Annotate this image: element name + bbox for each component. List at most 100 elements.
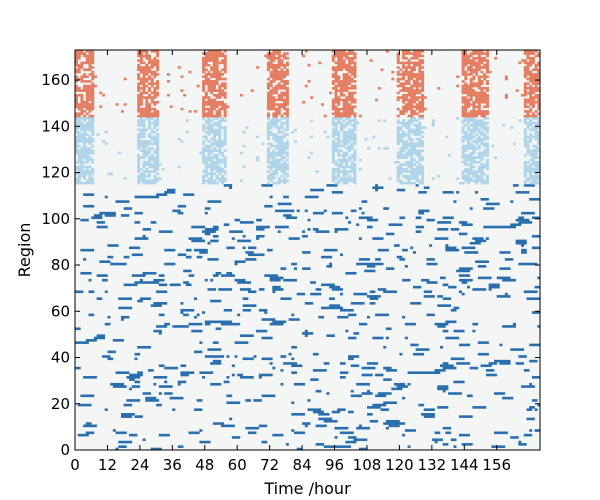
heatmap-cell [266,107,281,111]
heatmap-cell [477,276,492,280]
heatmap-cell [150,137,160,141]
heatmap-cell [399,89,425,92]
heatmap-cell [215,110,222,113]
heatmap-cell [537,98,541,102]
heatmap-cell [477,341,489,344]
heatmap-cell [358,207,362,210]
heatmap-cell [239,93,243,97]
heatmap-cell [518,262,538,266]
heatmap-cell [480,163,489,166]
heatmap-cell [164,262,176,266]
heatmap-cell [458,278,473,282]
heatmap-cell [388,424,400,428]
heatmap-cell [266,61,273,65]
heatmap-cell [180,371,195,374]
heatmap-cell [99,260,111,264]
heatmap-cell [212,133,222,136]
heatmap-cell [210,91,214,95]
heatmap-cell [475,239,487,243]
heatmap-cell [396,177,400,180]
heatmap-cell [456,84,460,88]
heatmap-cell [318,315,325,319]
heatmap-cell [210,68,219,72]
heatmap-cell [183,281,189,284]
heatmap-cell [331,123,338,127]
heatmap-cell [75,126,95,129]
heatmap-cell [304,329,308,333]
heatmap-cell [212,274,219,277]
heatmap-cell [529,158,535,162]
heatmap-cell [212,93,227,97]
heatmap-cell [99,211,116,215]
heatmap-cell [204,322,211,326]
heatmap-cell [137,167,143,171]
heatmap-cell [215,271,222,275]
heatmap-cell [345,68,357,72]
heatmap-cell [361,392,373,395]
heatmap-cell [350,389,354,393]
heatmap-cell [345,147,354,150]
heatmap-cell [456,117,460,120]
heatmap-cell [210,278,214,282]
heatmap-cell [472,174,484,178]
x-tick-label: 24 [130,456,149,474]
heatmap-cell [202,112,214,116]
heatmap-cell [461,63,468,67]
heatmap-cell [145,98,149,102]
heatmap-cell [453,200,457,203]
heatmap-cell [366,406,381,409]
heatmap-cell [248,431,257,435]
heatmap-cell [137,63,141,67]
heatmap-cell [88,110,92,113]
heatmap-cell [204,211,208,215]
heatmap-cell [475,177,484,180]
heatmap-cell [339,371,349,374]
heatmap-cell [234,278,246,282]
heatmap-cell [153,329,162,333]
heatmap-cell [523,52,535,55]
heatmap-cell [202,181,206,185]
heatmap-cell [207,177,214,180]
heatmap-cell [80,248,95,252]
heatmap-cell [158,274,165,277]
heatmap-cell [534,130,541,134]
x-axis-label: Time /hour [263,479,351,498]
heatmap-cell [85,107,95,111]
heatmap-cell [361,211,365,215]
heatmap-cell [291,413,306,416]
heatmap-cell [458,274,471,277]
heatmap-cell [321,283,335,287]
heatmap-cell [350,123,357,127]
heatmap-cell [137,82,146,85]
heatmap-cell [369,419,379,423]
heatmap-cell [142,228,151,231]
heatmap-cell [120,214,130,217]
heatmap-cell [526,177,541,180]
heatmap-cell [75,119,81,122]
heatmap-cell [75,68,81,72]
heatmap-cell [331,117,343,120]
heatmap-cell [404,151,422,155]
heatmap-cell [358,237,362,240]
heatmap-cell [385,327,392,331]
heatmap-cell [75,112,84,116]
heatmap-cell [137,371,143,374]
heatmap-cell [275,140,284,143]
heatmap-cell [515,362,525,365]
heatmap-cell [83,73,87,76]
heatmap-cell [131,385,141,388]
heatmap-cell [212,121,222,125]
heatmap-cell [191,329,203,333]
heatmap-cell [364,269,376,273]
heatmap-cell [302,230,306,233]
heatmap-cell [531,376,541,379]
heatmap-cell [283,100,289,104]
heatmap-cell [485,160,489,164]
heatmap-cell [326,392,330,395]
heatmap-cell [223,165,227,169]
heatmap-cell [323,209,327,213]
heatmap-cell [85,158,95,162]
heatmap-cell [461,91,487,95]
heatmap-cell [396,84,406,88]
heatmap-cell [193,110,197,113]
